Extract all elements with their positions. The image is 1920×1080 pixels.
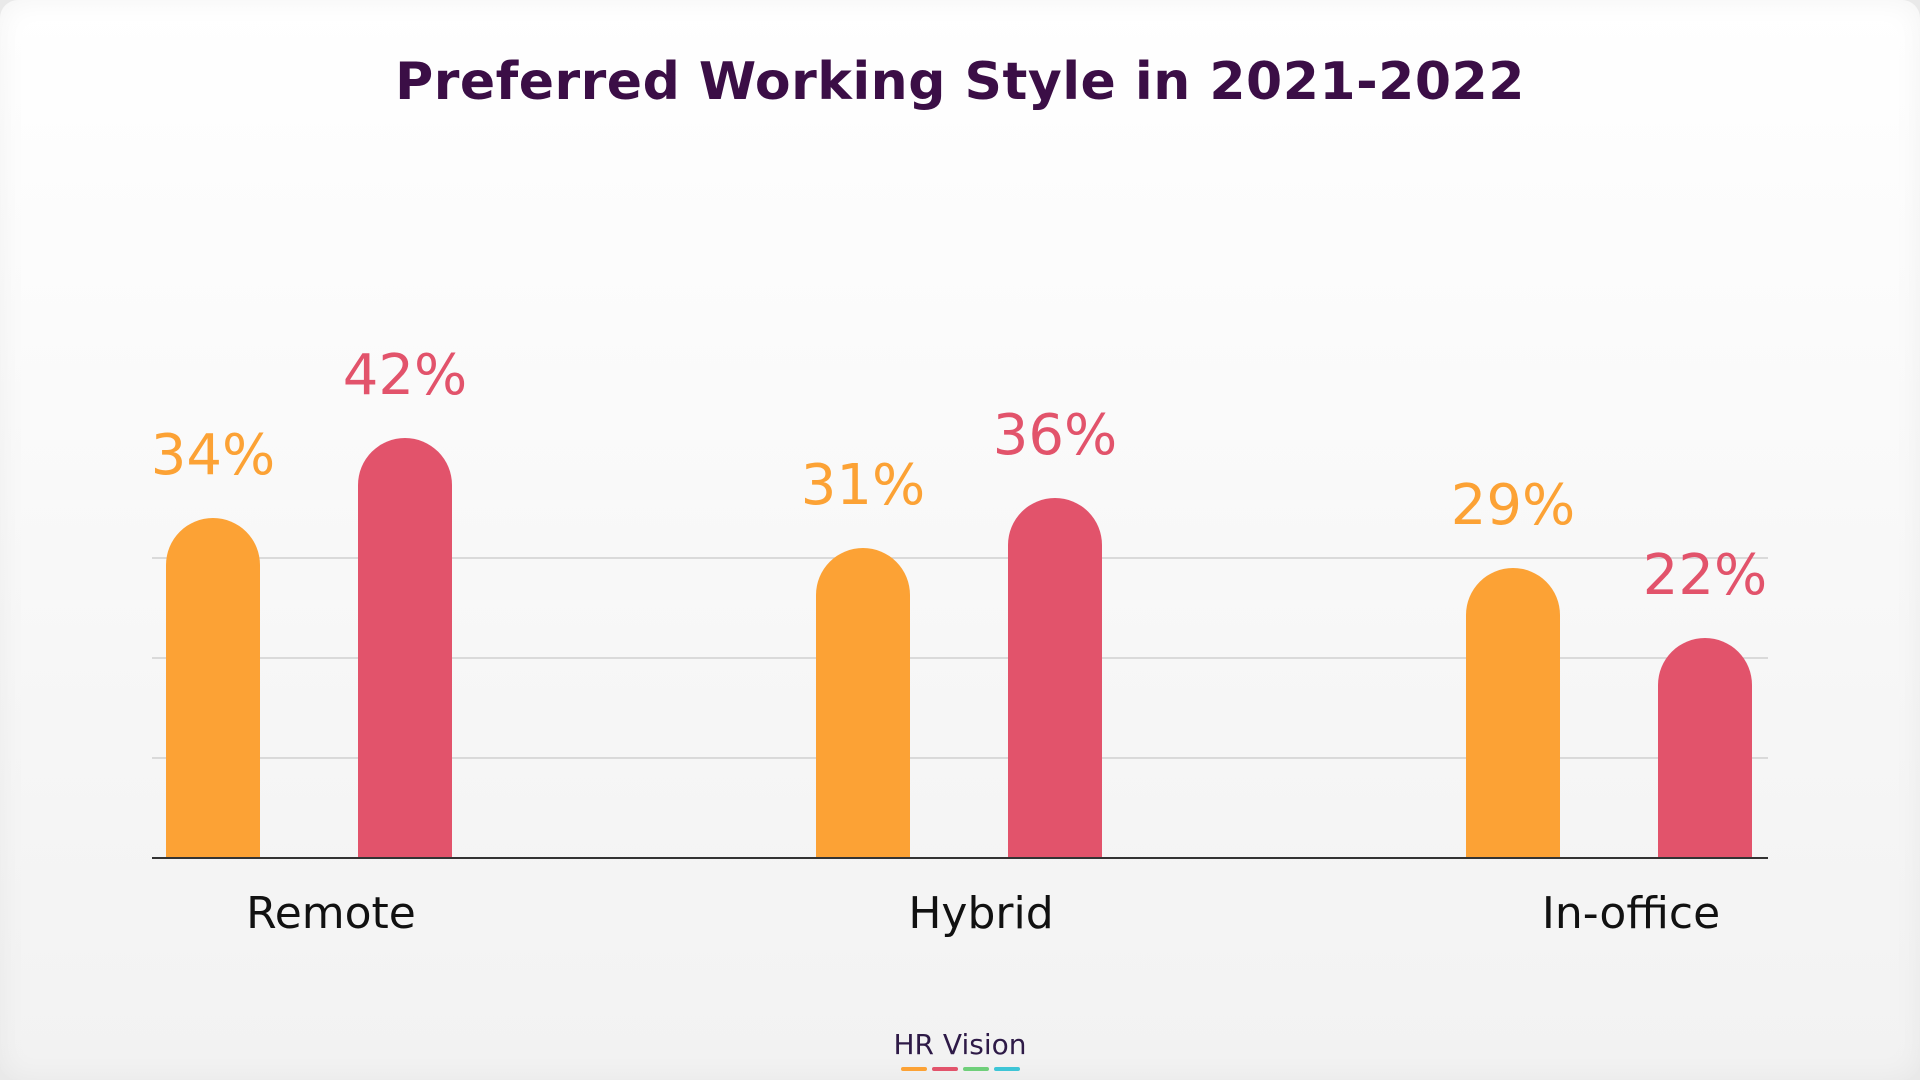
logo-text: HR Vision — [893, 1028, 1027, 1061]
category-labels: Remote Hybrid In-office — [246, 888, 1720, 939]
bar-in-office-series-2 — [1658, 638, 1752, 858]
value-labels: 34% 42% 31% 36% 29% 22% — [151, 343, 1767, 608]
x-tick-label: Remote — [246, 888, 416, 939]
logo-stripes — [0, 1067, 1920, 1071]
data-label: 22% — [1643, 543, 1767, 608]
data-label: 34% — [151, 423, 275, 488]
logo: HR Vision — [0, 1028, 1920, 1071]
bar-in-office-series-1 — [1466, 568, 1560, 858]
bars — [166, 438, 1752, 858]
x-tick-label: Hybrid — [908, 888, 1053, 939]
bar-hybrid-series-1 — [816, 548, 910, 858]
logo-stripe — [993, 1067, 1020, 1071]
data-label: 36% — [993, 403, 1117, 468]
data-label: 29% — [1451, 473, 1575, 538]
logo-stripe — [962, 1067, 989, 1071]
data-label: 42% — [343, 343, 467, 408]
x-tick-label: In-office — [1542, 888, 1720, 939]
bar-remote-series-1 — [166, 518, 260, 858]
bar-hybrid-series-2 — [1008, 498, 1102, 858]
data-label: 31% — [801, 453, 925, 518]
logo-stripe — [900, 1067, 927, 1071]
logo-stripe — [931, 1067, 958, 1071]
bar-remote-series-2 — [358, 438, 452, 858]
chart-title: Preferred Working Style in 2021-2022 — [395, 52, 1525, 112]
